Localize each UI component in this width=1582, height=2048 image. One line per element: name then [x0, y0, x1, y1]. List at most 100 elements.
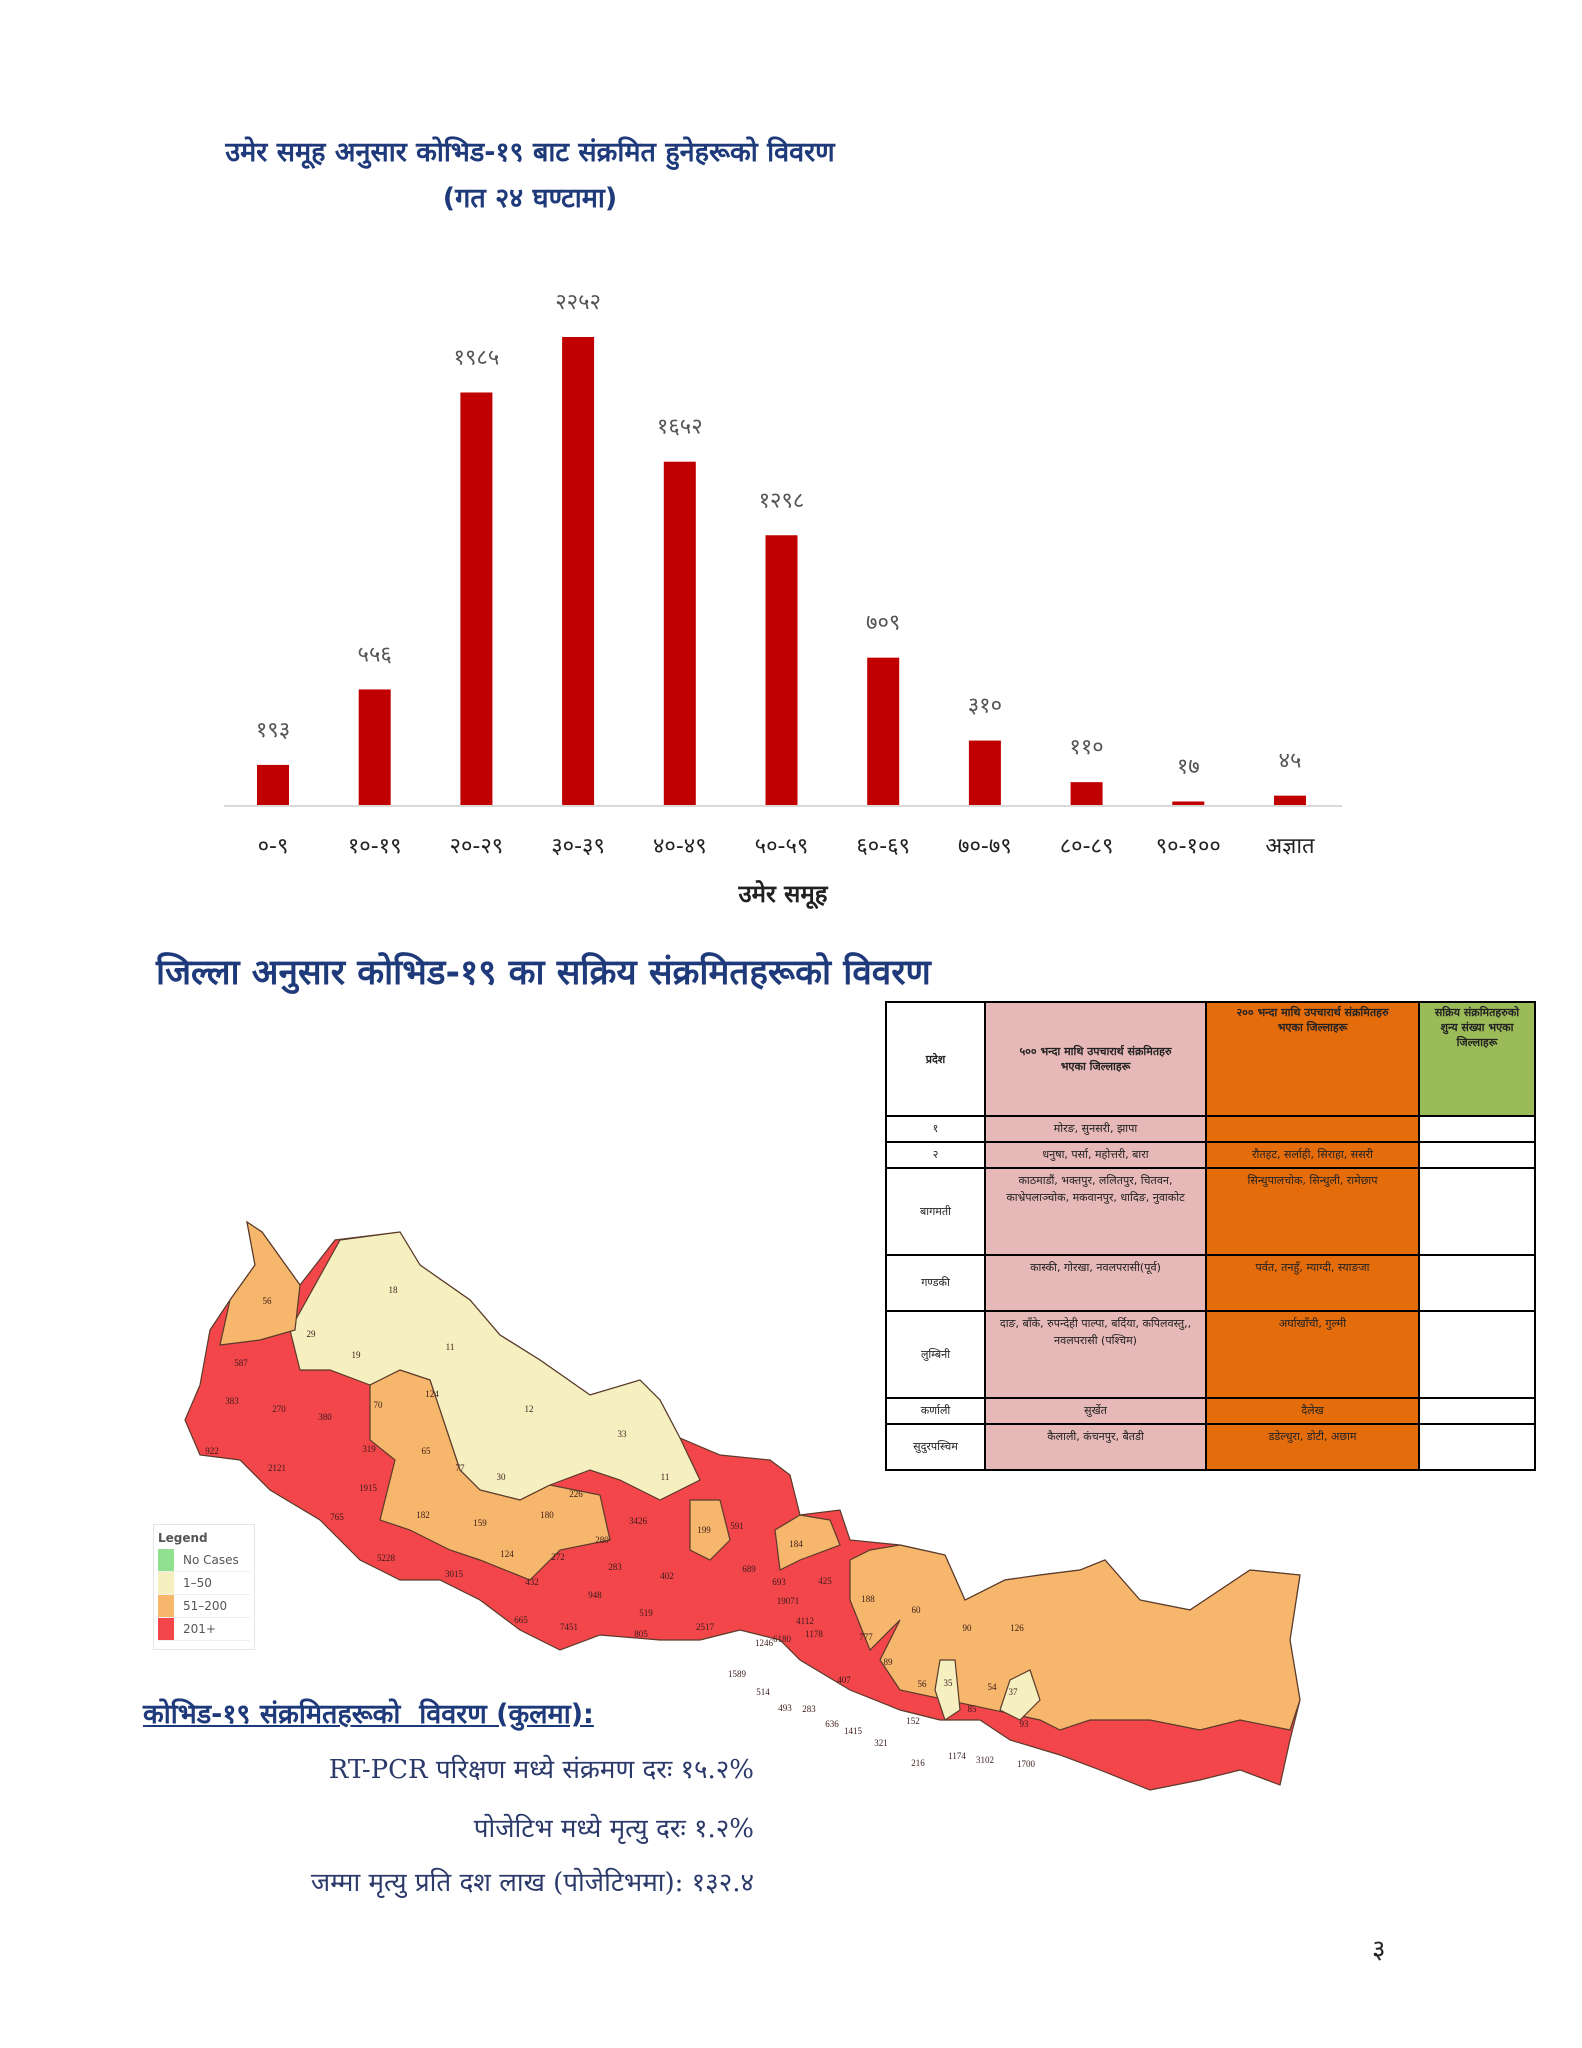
district-value-label: 514 [756, 1687, 770, 1697]
bar-data-label: २२५२ [555, 290, 601, 315]
district-value-label: 30 [497, 1472, 507, 1482]
x-tick-label: ६०-६९ [856, 834, 910, 859]
district-value-label: 321 [874, 1738, 888, 1748]
district-value-label: 56 [918, 1679, 928, 1689]
bar-data-label: ४५ [1279, 749, 1302, 774]
district-value-label: 33 [618, 1429, 628, 1439]
table-row: कर्णाली सुर्खेत दैलेख [885, 1397, 1536, 1425]
district-value-label: 60 [912, 1605, 922, 1615]
legend-swatch [158, 1549, 174, 1571]
legend-item: 1–50 [158, 1572, 250, 1595]
district-value-label: 124 [425, 1389, 439, 1399]
zero-active-cell [1418, 1254, 1536, 1312]
district-value-label: 689 [742, 1564, 756, 1574]
district-value-label: 636 [825, 1719, 839, 1729]
x-axis-title: उमेर समूह [738, 880, 829, 910]
district-value-label: 587 [234, 1358, 248, 1368]
district-value-label: 1174 [948, 1751, 966, 1761]
header-province: प्रदेश [885, 1001, 986, 1117]
district-value-label: 85 [968, 1704, 978, 1714]
district-value-label: 280 [595, 1535, 609, 1545]
map-region-1-50-east-b [999, 1669, 1041, 1721]
bar [663, 461, 696, 805]
district-value-label: 272 [551, 1552, 565, 1562]
legend-label: No Cases [183, 1553, 239, 1567]
district-value-label: 765 [330, 1512, 344, 1522]
table-row: २ धनुषा, पर्सा, महोत्तरी, बारा रौतहट, सर्ल… [885, 1141, 1536, 1169]
x-tick-label: ३०-३९ [551, 834, 605, 859]
district-value-label: 665 [514, 1615, 528, 1625]
zero-active-cell [1418, 1115, 1536, 1143]
district-value-label: 126 [1010, 1623, 1024, 1633]
x-tick-label: २०-२९ [450, 834, 504, 859]
table-header-row: प्रदेश ५०० भन्दा माथि उपचारार्थ संक्रमित… [885, 1001, 1536, 1117]
x-tick-label: ०-९ [258, 834, 289, 859]
district-value-label: 54 [988, 1682, 998, 1692]
province-cell: १ [885, 1115, 986, 1143]
district-value-label: 226 [569, 1489, 583, 1499]
district-value-label: 1915 [359, 1483, 378, 1493]
bar [1172, 801, 1205, 805]
legend-title: Legend [158, 1531, 208, 1545]
above-200-cell [1205, 1115, 1420, 1143]
district-value-label: 3426 [629, 1516, 648, 1526]
district-value-label: 1415 [844, 1726, 863, 1736]
zero-active-cell [1418, 1310, 1536, 1399]
bar [1274, 795, 1306, 805]
district-value-label: 1246 [755, 1638, 774, 1648]
above-500-cell: काठमाडौं, भक्तपुर, ललितपुर, चितवन, काभ्र… [984, 1167, 1207, 1256]
district-value-label: 3102 [976, 1755, 994, 1765]
above-200-cell: पर्वत, तनहुँ, म्याग्दी, स्याङजा [1205, 1254, 1420, 1312]
district-value-label: 1589 [728, 1669, 747, 1679]
above-200-cell: डडेल्धुरा, डोटी, अछाम [1205, 1423, 1420, 1471]
province-cell: कर्णाली [885, 1397, 986, 1425]
district-value-label: 65 [422, 1446, 432, 1456]
district-value-label: 319 [362, 1444, 376, 1454]
stat-case-fatality: पोजेटिभ मध्ये मृत्यु दरः १.२% [473, 1814, 754, 1844]
x-tick-label: ४०-४९ [653, 834, 707, 859]
district-table: प्रदेश ५०० भन्दा माथि उपचारार्थ संक्रमित… [885, 1001, 1536, 1471]
chart-title-line1: उमेर समूह अनुसार कोभिड-१९ बाट संक्रमित ह… [225, 137, 835, 168]
bar-data-label: १६५२ [657, 415, 703, 440]
district-value-label: 90 [963, 1623, 973, 1633]
x-tick-label: अज्ञात [1265, 834, 1315, 859]
chart-title-line2: (गत २४ घण्टामा) [442, 183, 618, 214]
above-200-cell: रौतहट, सर्लाही, सिराहा, ससरी [1205, 1141, 1420, 1169]
zero-active-cell [1418, 1397, 1536, 1425]
district-value-label: 89 [884, 1657, 894, 1667]
above-200-cell: सिन्धुपालचोक, सिन्धुली, रामेछाप [1205, 1167, 1420, 1256]
above-500-cell: कैलाली, कंचनपुर, बैतडी [984, 1423, 1207, 1471]
district-value-label: 180 [540, 1510, 554, 1520]
district-section-title: जिल्ला अनुसार कोभिड-१९ का सक्रिय संक्रमि… [156, 953, 931, 993]
district-value-label: 188 [861, 1594, 875, 1604]
district-value-label: 182 [416, 1510, 430, 1520]
legend-item: 201+ [158, 1618, 250, 1641]
bar [562, 337, 595, 805]
district-value-label: 4112 [796, 1616, 814, 1626]
district-value-label: 19071 [777, 1596, 800, 1606]
district-value-label: 591 [730, 1521, 744, 1531]
district-value-label: 93 [1020, 1719, 1030, 1729]
x-tick-label: ८०-८९ [1060, 834, 1114, 859]
table-row: १ मोरङ, सुनसरी, झापा [885, 1115, 1536, 1143]
district-value-label: 383 [225, 1396, 239, 1406]
district-value-label: 35 [944, 1678, 954, 1688]
district-value-label: 152 [906, 1716, 920, 1726]
district-value-label: 805 [634, 1629, 648, 1639]
legend-item: No Cases [158, 1549, 250, 1572]
table-row: बागमती काठमाडौं, भक्तपुर, ललितपुर, चितवन,… [885, 1167, 1536, 1256]
x-tick-label: ७०-७९ [958, 834, 1012, 859]
district-value-label: 77 [456, 1463, 466, 1473]
legend-swatch [158, 1572, 174, 1594]
table-row: गण्डकी कास्की, गोरखा, नवलपरासी(पूर्व) पर्व… [885, 1254, 1536, 1312]
province-cell: लुम्बिनी [885, 1310, 986, 1399]
district-value-label: 493 [778, 1703, 792, 1713]
above-200-cell: दैलेख [1205, 1397, 1420, 1425]
map-region-51-200-gandaki [369, 1369, 611, 1581]
bar [358, 689, 391, 805]
legend-label: 201+ [183, 1622, 216, 1636]
district-value-label: 432 [525, 1577, 539, 1587]
province-cell: बागमती [885, 1167, 986, 1256]
district-value-label: 922 [205, 1446, 219, 1456]
